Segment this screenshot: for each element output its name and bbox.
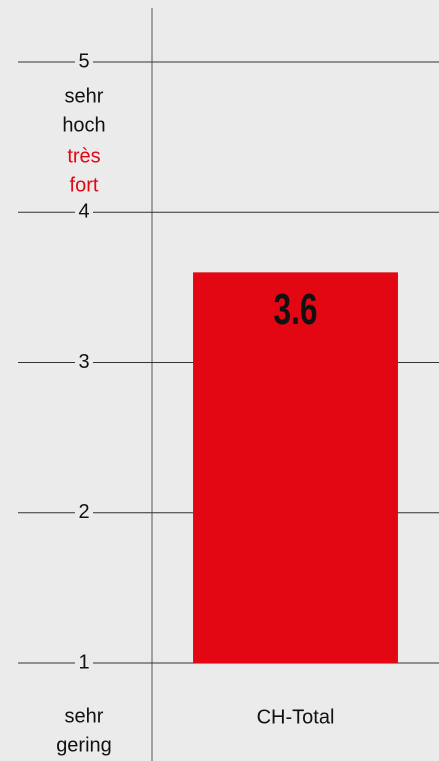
value-label: 3.6 <box>273 285 317 334</box>
annotation: hoch <box>62 114 105 136</box>
y-tick-label: 1 <box>78 651 89 673</box>
annotation: fort <box>70 174 99 196</box>
annotation: sehr <box>65 705 104 727</box>
tick-label-bg <box>75 353 93 372</box>
annotation: gering <box>56 734 112 756</box>
tick-label-bg <box>75 503 93 522</box>
y-tick-label: 4 <box>78 201 89 223</box>
y-tick-label: 3 <box>78 351 89 373</box>
y-tick-label: 5 <box>78 50 89 72</box>
x-tick-label: CH-Total <box>257 706 335 728</box>
tick-label-bg <box>75 203 93 222</box>
y-tick-label: 2 <box>78 501 89 523</box>
annotation: très <box>67 145 100 167</box>
annotation: sehr <box>65 85 104 107</box>
tick-label-bg <box>75 53 93 71</box>
bar <box>193 272 398 663</box>
tick-label-bg <box>75 654 93 672</box>
